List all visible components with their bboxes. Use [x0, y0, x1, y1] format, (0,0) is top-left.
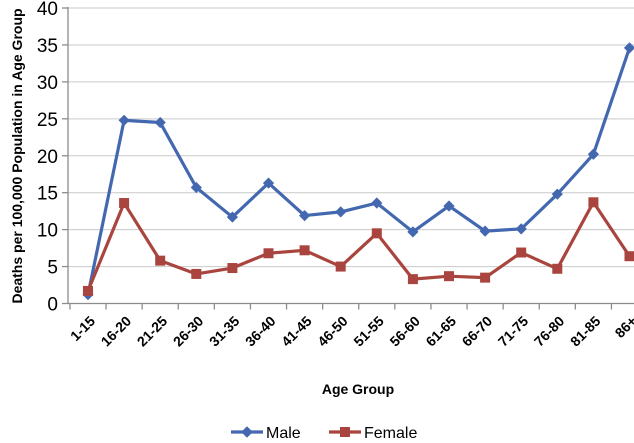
male-data-point	[299, 209, 311, 222]
male-data-point	[587, 148, 599, 160]
legend-item-male: Male	[231, 425, 301, 442]
x-tick-label: 21-25	[134, 313, 171, 350]
male-data-point	[479, 225, 491, 237]
male-data-point	[407, 226, 419, 238]
female-data-point	[191, 268, 202, 279]
x-tick-label: 56-60	[386, 313, 423, 350]
male-data-point	[262, 177, 275, 189]
female-data-point	[263, 248, 274, 259]
female-data-point	[119, 198, 130, 209]
y-tick-label: 10	[37, 221, 58, 242]
male-series-line	[86, 47, 632, 295]
female-data-point	[407, 274, 418, 285]
x-tick-label: 46-50	[314, 313, 351, 350]
male-data-point	[371, 197, 383, 209]
x-tick-label: 41-45	[278, 313, 315, 350]
y-tick-label: 30	[37, 73, 58, 94]
x-tick-label: 71-75	[495, 313, 532, 350]
y-tick-label: 20	[37, 147, 58, 168]
female-data-point	[227, 263, 238, 274]
y-tick-label: 40	[37, 0, 58, 20]
y-axis-title: Deaths per 100,000 Population in Age Gro…	[9, 8, 25, 303]
legend-label-female: Female	[364, 425, 417, 442]
gridlines	[68, 7, 634, 268]
female-data-point	[516, 247, 527, 258]
x-tick-label: 1-15	[67, 313, 98, 344]
male-data-point	[551, 188, 563, 200]
x-tick-label: 36-40	[242, 313, 279, 350]
x-tick-label: 31-35	[206, 313, 243, 350]
female-data-point	[480, 272, 491, 283]
x-axis-title: Age Group	[322, 381, 394, 397]
x-tick-label: 51-55	[350, 313, 387, 350]
x-axis-tick-labels: 1-15 16-20 21-25 26-30 31-35 36-40 41-45 46-50 5…	[67, 313, 634, 350]
x-tick-label: 66-70	[459, 313, 496, 350]
x-tick-label: 81-85	[567, 313, 604, 350]
female-data-point	[552, 263, 563, 274]
female-series-line	[86, 200, 631, 292]
male-data-point	[515, 223, 527, 235]
female-data-point	[155, 255, 166, 266]
male-data-point	[154, 116, 166, 129]
female-data-point	[83, 285, 93, 296]
female-data-point	[624, 251, 634, 262]
legend-item-female: Female	[329, 425, 417, 442]
female-data-point	[371, 228, 382, 239]
x-tick-label: 76-80	[531, 313, 568, 350]
x-tick-label: 26-30	[170, 313, 207, 350]
male-data-point	[443, 200, 455, 212]
male-data-point	[335, 206, 347, 218]
male-data-point	[226, 211, 238, 223]
female-data-point	[299, 245, 310, 256]
male-data-point	[623, 42, 634, 54]
x-tick-label: 61-65	[422, 313, 459, 350]
y-tick-label: 25	[37, 110, 58, 131]
x-tick-label: 86+	[612, 313, 634, 341]
y-tick-label: 35	[37, 36, 58, 57]
x-tick-label: 16-20	[98, 313, 135, 350]
female-square-icon	[340, 427, 350, 437]
legend-label-male: Male	[266, 425, 301, 442]
data-series	[82, 42, 634, 301]
female-data-point	[335, 261, 346, 272]
legend: Male Female	[231, 425, 417, 442]
y-tick-label: 15	[37, 184, 58, 205]
y-tick-label: 0	[47, 295, 58, 316]
y-axis-tick-labels: 0 5 10 15 20 25 30 35 40	[37, 0, 58, 316]
male-data-point	[118, 114, 130, 126]
female-data-point	[444, 271, 454, 282]
male-diamond-icon	[241, 426, 253, 438]
male-data-point	[190, 181, 202, 194]
female-data-point	[588, 197, 599, 208]
y-tick-label: 5	[47, 258, 58, 279]
axis-ticks	[62, 7, 613, 310]
